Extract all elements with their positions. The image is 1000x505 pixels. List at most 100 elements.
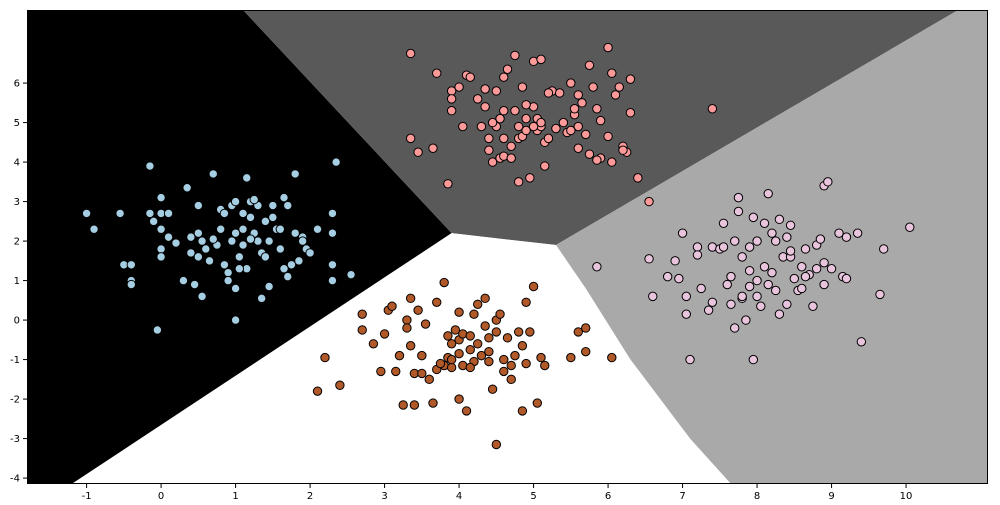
data-point bbox=[197, 291, 207, 302]
data-point bbox=[193, 228, 204, 238]
data-point bbox=[543, 133, 554, 144]
data-point bbox=[279, 264, 289, 274]
data-point bbox=[499, 106, 509, 116]
data-point bbox=[718, 242, 729, 252]
series-0 bbox=[81, 157, 356, 335]
data-point bbox=[737, 291, 747, 302]
data-point bbox=[223, 275, 233, 286]
data-point bbox=[491, 86, 502, 96]
data-point bbox=[201, 244, 211, 254]
data-point bbox=[327, 228, 338, 238]
x-tick-label: 1 bbox=[232, 491, 238, 502]
data-point bbox=[446, 94, 457, 104]
data-point bbox=[730, 323, 740, 333]
data-point bbox=[368, 339, 379, 349]
data-point bbox=[528, 121, 539, 132]
data-point bbox=[681, 309, 691, 319]
data-point bbox=[443, 331, 453, 341]
data-point bbox=[662, 271, 673, 282]
data-point bbox=[499, 72, 509, 82]
data-point bbox=[733, 192, 744, 203]
data-point bbox=[733, 206, 744, 217]
data-point bbox=[238, 224, 248, 234]
data-point bbox=[81, 208, 92, 219]
data-point bbox=[491, 439, 502, 450]
data-point bbox=[767, 267, 777, 278]
data-point bbox=[707, 104, 718, 114]
data-point bbox=[748, 354, 759, 365]
data-point bbox=[465, 345, 475, 355]
data-point bbox=[525, 173, 535, 183]
data-point bbox=[603, 131, 613, 142]
data-point bbox=[428, 398, 438, 408]
data-point bbox=[454, 348, 464, 359]
data-point bbox=[193, 200, 204, 211]
data-point bbox=[465, 331, 475, 341]
x-tick-label: 8 bbox=[754, 491, 760, 502]
data-point bbox=[346, 269, 356, 280]
data-point bbox=[413, 147, 423, 157]
data-point bbox=[409, 400, 420, 410]
data-point bbox=[536, 54, 546, 65]
data-point bbox=[726, 271, 736, 282]
data-point bbox=[752, 236, 762, 246]
data-point bbox=[782, 232, 792, 242]
data-point bbox=[759, 218, 770, 229]
data-point bbox=[476, 121, 487, 132]
data-point bbox=[730, 236, 740, 246]
data-point bbox=[480, 293, 490, 304]
data-point bbox=[230, 315, 241, 325]
data-point bbox=[126, 279, 136, 290]
data-point bbox=[692, 250, 703, 260]
data-point bbox=[405, 48, 416, 59]
data-point bbox=[618, 145, 628, 155]
data-point bbox=[186, 248, 196, 258]
x-tick-label: 5 bbox=[530, 491, 536, 502]
data-point bbox=[707, 297, 718, 307]
x-tick-label: 0 bbox=[158, 491, 164, 502]
data-point bbox=[703, 305, 714, 315]
x-tick-label: 9 bbox=[828, 491, 834, 502]
y-tick-label: 0 bbox=[14, 316, 20, 327]
data-point bbox=[454, 307, 464, 317]
data-point bbox=[148, 216, 159, 227]
data-point bbox=[446, 354, 457, 365]
data-point bbox=[230, 283, 241, 294]
data-point bbox=[808, 301, 818, 311]
data-point bbox=[145, 161, 155, 171]
data-point bbox=[521, 358, 531, 369]
data-point bbox=[283, 271, 293, 282]
data-point bbox=[256, 293, 267, 304]
y-axis: -4 -3 -2 -1 0 1 2 3 4 5 6 bbox=[10, 79, 27, 485]
data-point bbox=[327, 275, 338, 286]
data-point bbox=[584, 60, 595, 71]
data-point bbox=[290, 169, 300, 179]
data-point bbox=[215, 224, 226, 234]
data-point bbox=[197, 236, 207, 246]
data-point bbox=[283, 200, 293, 211]
data-point bbox=[208, 234, 218, 244]
data-point bbox=[744, 281, 755, 292]
data-point bbox=[152, 325, 163, 335]
data-point bbox=[696, 283, 706, 294]
data-point bbox=[275, 224, 285, 234]
data-point bbox=[644, 196, 654, 207]
data-point bbox=[435, 358, 446, 369]
data-point bbox=[905, 222, 915, 232]
data-point bbox=[294, 256, 304, 266]
data-point bbox=[770, 236, 781, 246]
data-point bbox=[495, 113, 505, 124]
data-point bbox=[558, 117, 569, 128]
data-point bbox=[767, 228, 777, 238]
data-point bbox=[566, 78, 576, 88]
data-point bbox=[525, 327, 535, 337]
data-point bbox=[517, 341, 528, 351]
data-point bbox=[223, 267, 233, 278]
plot-frame bbox=[27, 10, 988, 484]
y-tick-label: -3 bbox=[10, 434, 20, 445]
data-point bbox=[458, 121, 468, 132]
data-point bbox=[484, 356, 494, 367]
data-point bbox=[789, 273, 800, 284]
data-point bbox=[249, 194, 259, 205]
data-point bbox=[692, 242, 703, 252]
